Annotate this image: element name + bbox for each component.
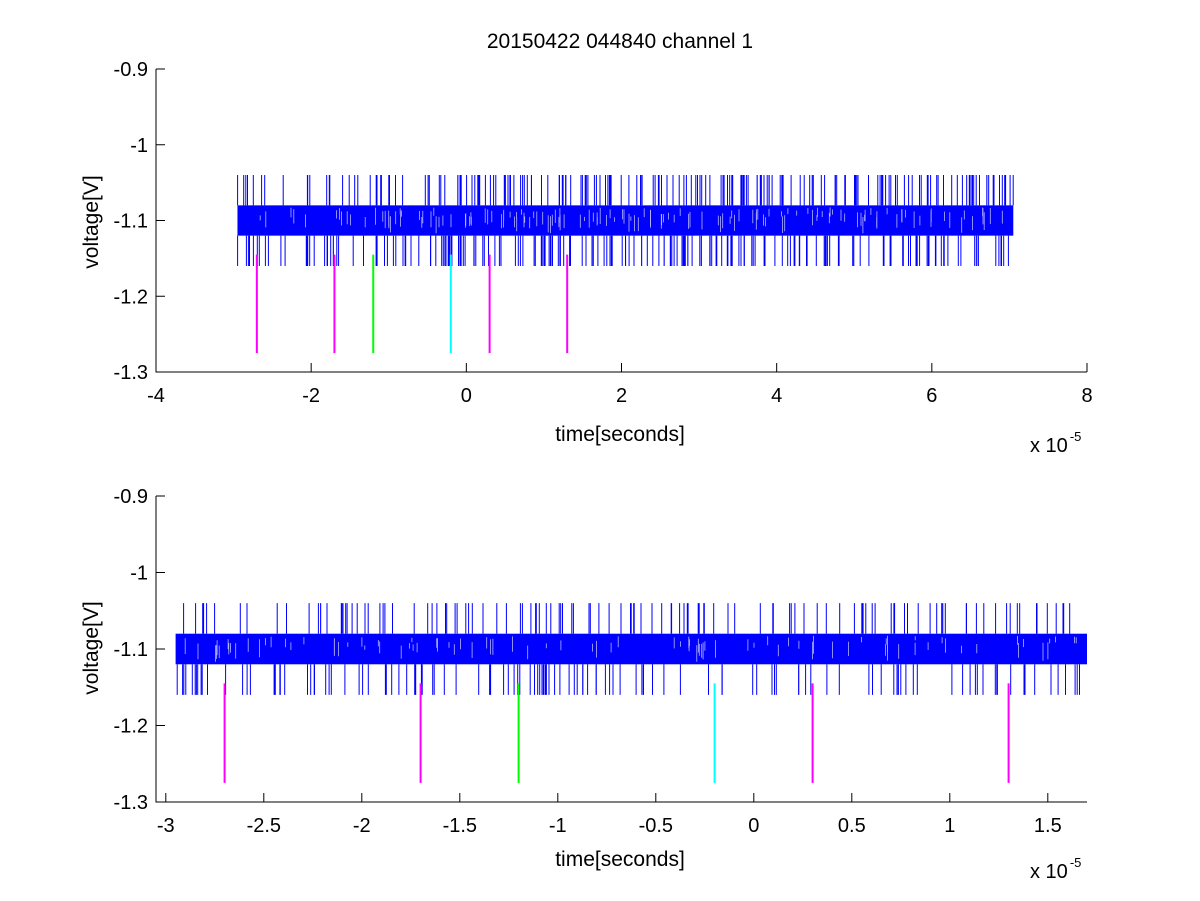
bottom-signal-spikes xyxy=(176,603,1080,695)
bottom-x-tick-label: -2.5 xyxy=(247,815,281,837)
top-x-tick-label: 0 xyxy=(461,385,472,407)
bottom-y-axis-label: voltage[V] xyxy=(80,601,103,694)
top-y-tick-label: -0.9 xyxy=(114,59,148,81)
bottom-x-tick-label: 1.5 xyxy=(1034,815,1062,837)
bottom-x-tick-label: 1 xyxy=(944,815,955,837)
top-x-tick-label: 2 xyxy=(616,385,627,407)
bottom-x-axis-label: time[seconds] xyxy=(555,848,685,871)
bottom-signal-texture xyxy=(184,635,1077,662)
top-x-tick-label: 4 xyxy=(771,385,782,407)
top-signal-spikes xyxy=(237,175,1014,266)
top-markers xyxy=(255,254,569,354)
bottom-x-exponent: x 10 -5 xyxy=(1030,855,1081,883)
top-x-tick-label: -2 xyxy=(302,385,320,407)
top-x-exponent-base: x 10 xyxy=(1030,435,1068,457)
top-signal-texture xyxy=(259,207,1003,234)
bottom-ticks: -3 -2.5 -2 -1.5 -1 -0.5 0 0.5 1 1.5 -0.9 -1 -1.1 -1.2… xyxy=(114,486,1062,837)
bottom-x-tick-label: -3 xyxy=(157,815,175,837)
bottom-plot: -3 -2.5 -2 -1.5 -1 -0.5 0 0.5 1 1.5 -0.9 -1 -1.1 -1.2… xyxy=(80,486,1088,883)
top-x-tick-label: 8 xyxy=(1081,385,1092,407)
bottom-y-tick-label: -1.2 xyxy=(114,716,148,738)
bottom-signal-band xyxy=(175,633,1088,665)
chart-title: 20150422 044840 channel 1 xyxy=(487,30,753,53)
bottom-x-tick-label: 0.5 xyxy=(838,815,866,837)
top-x-tick-label: -4 xyxy=(147,385,165,407)
bottom-markers xyxy=(223,683,1010,783)
top-x-tick-label: 6 xyxy=(926,385,937,407)
top-y-tick-label: -1.3 xyxy=(114,362,148,384)
bottom-y-tick-label: -1.1 xyxy=(114,639,148,661)
top-plot: -4 -2 0 2 4 6 8 -0.9 -1 -1.1 -1.2 -1.3 time[seconds… xyxy=(80,59,1093,457)
bottom-x-tick-label: -0.5 xyxy=(639,815,673,837)
bottom-x-exponent-base: x 10 xyxy=(1030,861,1068,883)
bottom-y-tick-label: -0.9 xyxy=(114,486,148,508)
top-x-exponent: x 10 -5 xyxy=(1030,429,1081,457)
top-x-exponent-power: -5 xyxy=(1070,429,1082,444)
bottom-x-tick-label: 0 xyxy=(748,815,759,837)
bottom-x-tick-label: -1 xyxy=(549,815,567,837)
top-y-tick-label: -1 xyxy=(130,135,148,157)
top-y-tick-label: -1.2 xyxy=(114,286,148,308)
bottom-y-tick-label: -1.3 xyxy=(114,792,148,814)
bottom-y-tick-label: -1 xyxy=(130,563,148,585)
top-y-axis-label: voltage[V] xyxy=(80,175,103,268)
bottom-x-tick-label: -2 xyxy=(353,815,371,837)
top-signal-band xyxy=(237,205,1014,236)
bottom-x-exponent-power: -5 xyxy=(1070,855,1082,870)
bottom-signal xyxy=(175,603,1088,695)
top-ticks: -4 -2 0 2 4 6 8 -0.9 -1 -1.1 -1.2 -1.3 xyxy=(114,59,1093,407)
top-x-axis-label: time[seconds] xyxy=(555,423,685,446)
top-y-tick-label: -1.1 xyxy=(114,211,148,233)
top-signal xyxy=(237,175,1014,266)
bottom-x-tick-label: -1.5 xyxy=(443,815,477,837)
